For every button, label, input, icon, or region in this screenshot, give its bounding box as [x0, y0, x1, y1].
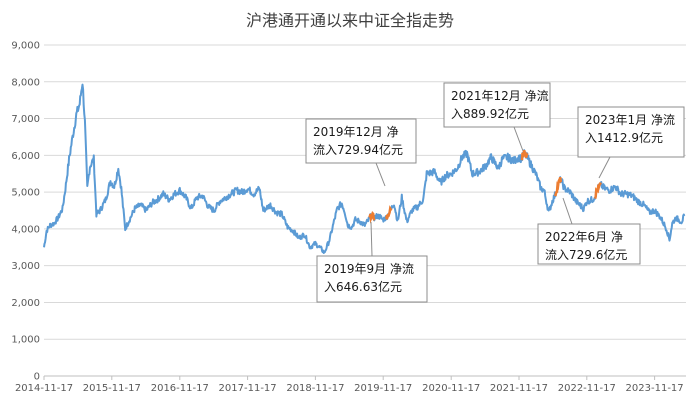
annotation-text: 流入729.6亿元: [545, 247, 627, 262]
y-tick-label: 0: [34, 372, 40, 383]
y-tick-label: 7,000: [11, 114, 40, 125]
annotation-text: 2019年12月 净: [313, 125, 399, 139]
highlight-segment: [520, 149, 529, 161]
annotation-text: 2023年1月 净流: [585, 113, 675, 127]
series-layer: [43, 83, 686, 254]
annotation-text: 2019年9月 净流: [324, 262, 414, 276]
y-tick-label: 1,000: [11, 335, 40, 346]
x-axis-ticks: 2014-11-17 2015-11-17 2016-11-17 2017-11-17…: [15, 376, 684, 394]
y-tick-label: 9,000: [11, 41, 40, 52]
annotation-leader: [562, 197, 573, 225]
highlight-segment: [554, 176, 563, 197]
annotation-box: [316, 255, 428, 303]
annotation-box: [443, 82, 551, 128]
annotation-leader: [598, 156, 611, 179]
annotation-leader: [375, 162, 386, 187]
series-line: [43, 83, 686, 254]
annotation-box: [305, 118, 417, 164]
x-tick-label: 2016-11-17: [151, 383, 209, 394]
y-tick-label: 6,000: [11, 151, 40, 162]
highlight-layer: [368, 149, 602, 224]
gridlines: [44, 44, 686, 377]
annotation-text: 2021年12月 净流: [451, 89, 549, 103]
annotation-text: 入646.63亿元: [324, 279, 402, 294]
highlight-segment: [368, 211, 376, 224]
annotation-leader: [370, 221, 373, 257]
highlight-segment: [385, 205, 393, 220]
y-tick-label: 4,000: [11, 224, 40, 235]
annotation-leader: [513, 126, 524, 152]
x-tick-label: 2018-11-17: [286, 383, 344, 394]
x-tick-label: 2022-11-17: [558, 383, 616, 394]
annotation-text: 入889.92亿元: [451, 106, 529, 121]
annotation-text: 2022年6月 净: [545, 230, 623, 244]
x-tick-label: 2017-11-17: [219, 383, 277, 394]
x-tick-label: 2014-11-17: [15, 383, 73, 394]
y-tick-label: 5,000: [11, 188, 40, 199]
y-axis-ticks: 0 1,000 2,000 3,000 4,000 5,000 6,000 7,000 8,00…: [11, 41, 40, 383]
x-tick-label: 2019-11-17: [354, 383, 412, 394]
y-tick-label: 3,000: [11, 261, 40, 272]
annotation-box: [537, 223, 641, 265]
annotation-text: 入1412.9亿元: [585, 130, 663, 145]
x-tick-label: 2020-11-17: [422, 383, 480, 394]
x-tick-label: 2021-11-17: [490, 383, 548, 394]
y-tick-label: 8,000: [11, 77, 40, 88]
x-tick-label: 2023-11-17: [626, 383, 684, 394]
chart-title: 沪港通开通以来中证全指走势: [246, 11, 454, 30]
x-tick-label: 2015-11-17: [83, 383, 141, 394]
annotation-text: 流入729.94亿元: [313, 142, 403, 157]
y-tick-label: 2,000: [11, 298, 40, 309]
annotation-box: [577, 106, 685, 158]
highlight-segment: [593, 182, 602, 199]
